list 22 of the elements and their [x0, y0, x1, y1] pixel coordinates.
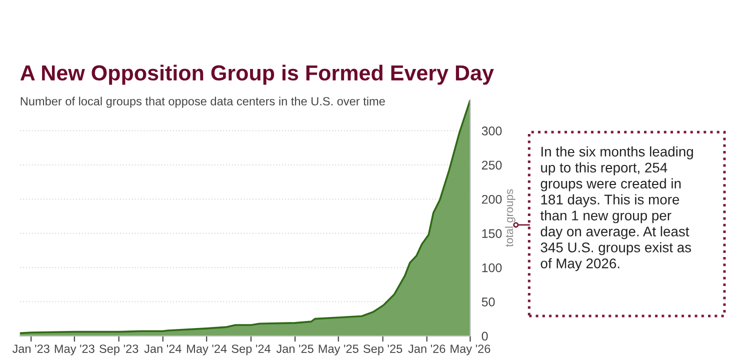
x-tick-label: Jan '24 [144, 344, 182, 353]
x-tick-label: May '24 [187, 344, 227, 356]
text: In the six months leading up to this report, 254 groups were created in 181 days. This is more than 1 new group per day on average. At least 345 U.S. groups exist as of May 2026. [540, 146, 693, 272]
x-tick-label: May '26 [450, 344, 490, 356]
y-tick-label: 0 [482, 332, 488, 341]
y-tick-label: 250 [482, 160, 502, 170]
y-axis-title: total groups [504, 189, 516, 247]
x-tick-label: Jan '23 [12, 344, 50, 353]
y-tick-label: 200 [482, 194, 502, 204]
x-tick-label: May '25 [318, 344, 358, 356]
chart-subtitle: Number of local groups that oppose data centers in the U.S. over time [20, 96, 385, 108]
x-tick-label: Jan '26 [408, 344, 446, 353]
y-tick-label: 150 [482, 229, 502, 238]
chart-title: A New Opposition Group is Formed Every Day [20, 64, 494, 85]
y-tick-label: 50 [482, 298, 495, 306]
y-tick-label: 100 [482, 263, 502, 272]
x-tick-label: Sep '25 [364, 344, 402, 356]
x-tick-label: Sep '24 [232, 344, 270, 356]
x-tick-label: Sep '23 [100, 344, 138, 356]
x-tick-label: Jan '25 [276, 344, 314, 353]
y-tick-label: 300 [482, 126, 502, 136]
x-tick-label: May '23 [54, 344, 94, 356]
